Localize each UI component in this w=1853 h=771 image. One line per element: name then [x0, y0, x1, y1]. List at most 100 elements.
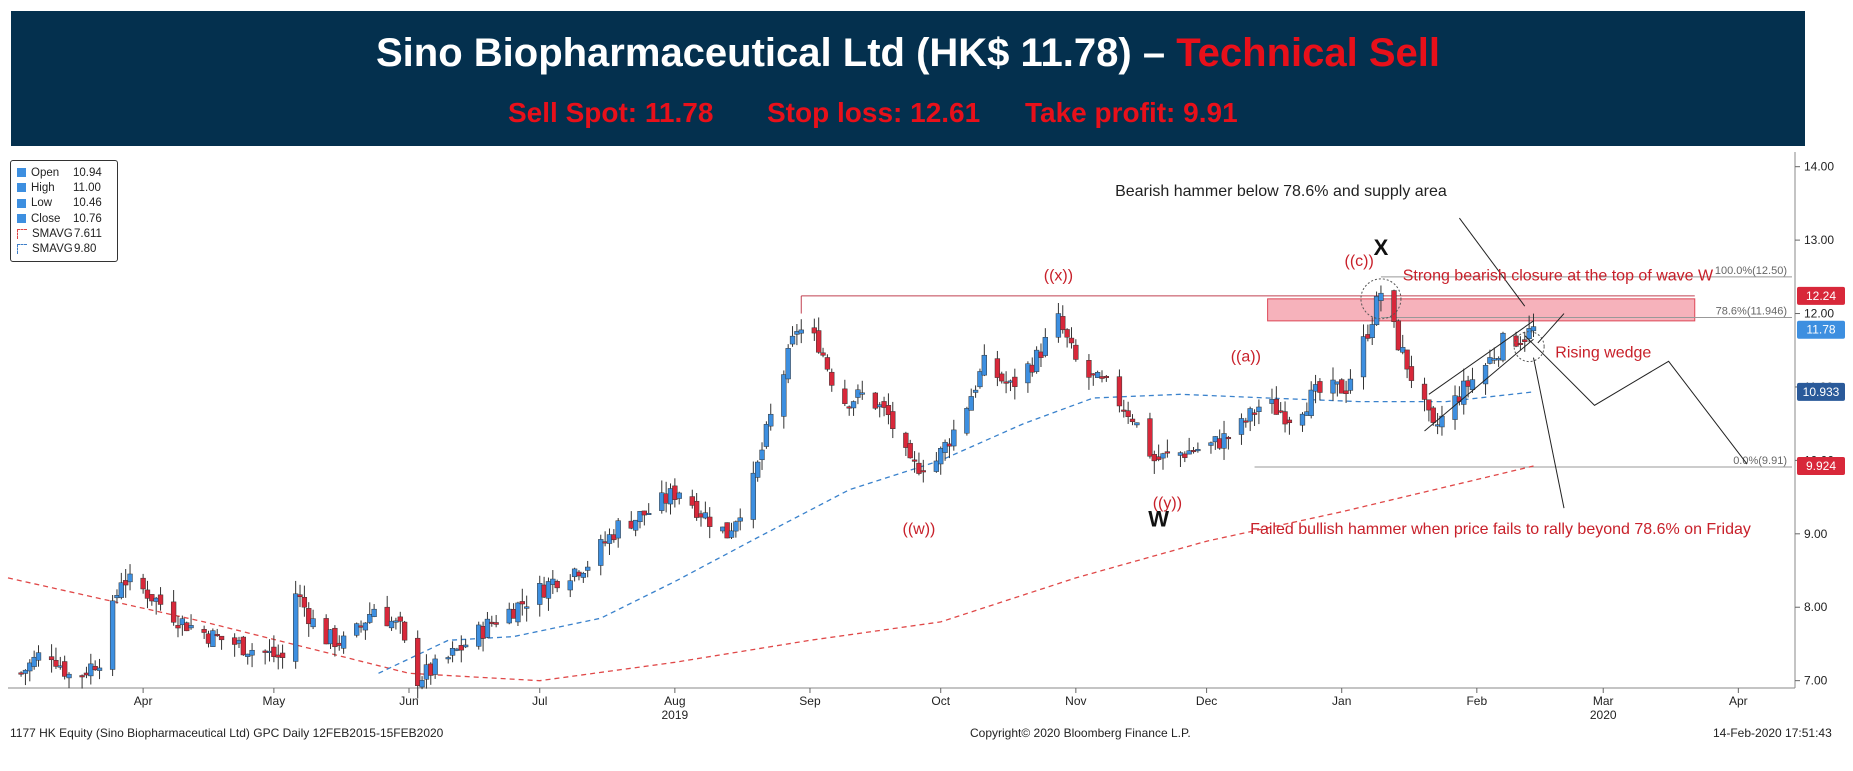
- candle-body: [423, 664, 430, 680]
- wave-label: X: [1374, 235, 1389, 260]
- candle-body: [850, 401, 857, 409]
- candle-body: [210, 630, 216, 647]
- candle-body: [1299, 413, 1306, 426]
- candle-body: [1469, 379, 1476, 390]
- price-tag-label: 11.78: [1806, 323, 1835, 337]
- candle-body: [1330, 379, 1336, 394]
- wave-label: W: [1148, 506, 1169, 531]
- candle-body: [977, 371, 983, 388]
- legend-row-open: Open 10.94: [17, 165, 117, 180]
- candle-body: [66, 673, 72, 679]
- candle-body: [689, 496, 695, 506]
- candle-body: [123, 580, 129, 586]
- x-tick-label: Jan: [1332, 694, 1351, 708]
- candle-body: [401, 621, 408, 641]
- candle-body: [1090, 373, 1096, 376]
- take-profit-text: Take profit: 9.91: [1025, 97, 1238, 128]
- candle-body: [1373, 296, 1380, 326]
- chart-legend: Open 10.94 High 11.00 Low 10.46 Close 10.76 …: [10, 160, 118, 262]
- candle-body: [755, 461, 761, 478]
- wave-label: ((a)): [1231, 348, 1261, 365]
- candle-body: [541, 584, 547, 598]
- candle-body: [1217, 438, 1223, 449]
- candle-body: [1025, 363, 1031, 384]
- candle-body: [1086, 360, 1092, 378]
- candle-body: [22, 669, 29, 674]
- candle-body: [972, 389, 979, 393]
- candle-body: [789, 335, 796, 345]
- candle-body: [62, 661, 68, 677]
- candle-body: [506, 608, 512, 624]
- x-tick-label: Jun: [399, 694, 418, 708]
- page-title: Sino Biopharmaceutical Ltd (HK$ 11.78) –…: [11, 31, 1805, 76]
- candle-body: [855, 389, 861, 398]
- candle-body: [667, 488, 674, 505]
- candle-body: [249, 649, 255, 656]
- footer-security: 1177 HK Equity (Sino Biopharmaceutical L…: [10, 726, 444, 740]
- candle-body: [245, 653, 251, 657]
- fib-label: 100.0%(12.50): [1715, 265, 1787, 277]
- candle-body: [371, 608, 377, 617]
- candle-body: [266, 650, 273, 653]
- candle-body: [332, 627, 338, 648]
- candle-body: [567, 580, 573, 591]
- candle-body: [554, 581, 560, 589]
- legend-row-low: Low 10.46: [17, 196, 117, 211]
- candle-body: [816, 330, 822, 353]
- candle-body: [1269, 399, 1275, 404]
- candle-body: [885, 405, 892, 416]
- candle-body: [951, 429, 957, 447]
- legend-name: Open: [31, 166, 60, 179]
- candle-body: [48, 656, 55, 661]
- candle-body: [388, 620, 395, 629]
- candle-body: [1125, 410, 1131, 418]
- price-tag-label: 12.24: [1806, 289, 1836, 303]
- chart-annotation: Bearish hammer below 78.6% and supply ar…: [1115, 183, 1447, 200]
- candle-body: [214, 634, 220, 637]
- legend-value: 7.611: [74, 227, 102, 240]
- candle-body: [964, 408, 970, 434]
- candle-body: [1094, 372, 1101, 378]
- candle-body: [114, 595, 120, 599]
- candle-body: [170, 601, 177, 623]
- pointer-failed-hammer: [1532, 357, 1565, 509]
- wave-label: ((c)): [1344, 253, 1373, 270]
- candle-body: [1304, 411, 1310, 416]
- candle-body: [415, 637, 421, 686]
- candle-body: [693, 500, 700, 518]
- candle-body: [737, 517, 743, 522]
- candle-body: [1195, 449, 1201, 452]
- candle-body: [606, 534, 613, 544]
- candle-body: [763, 424, 770, 447]
- candle-body: [140, 577, 146, 590]
- candle-body: [510, 608, 517, 619]
- candle-body: [327, 629, 334, 645]
- candle-body: [1251, 412, 1258, 415]
- candle-body: [1434, 424, 1441, 427]
- candle-body: [1160, 453, 1166, 459]
- candle-body: [907, 443, 913, 459]
- candle-body: [524, 606, 530, 609]
- hammer-highlight: [1513, 331, 1545, 363]
- candle-body: [999, 373, 1005, 382]
- candle-body: [293, 593, 299, 662]
- wave-label: ((x)): [1044, 267, 1073, 284]
- candle-body: [118, 582, 124, 598]
- legend-name: SMAVG: [32, 227, 73, 240]
- candle-body: [480, 626, 486, 639]
- candle-body: [1365, 334, 1371, 339]
- x-tick-label: Sep: [799, 694, 821, 708]
- candle-body: [323, 618, 329, 645]
- candle-body: [1530, 326, 1537, 332]
- candle-body: [489, 621, 495, 624]
- candle-body: [297, 594, 303, 598]
- candle-body: [1256, 406, 1262, 412]
- candle-body: [728, 530, 735, 538]
- candle-body: [271, 646, 277, 657]
- candle-body: [750, 472, 756, 520]
- candle-body: [1012, 376, 1018, 387]
- x-year-label: 2020: [1590, 708, 1617, 722]
- candle-body: [1038, 351, 1044, 358]
- candle-body: [310, 618, 316, 628]
- candle-body: [144, 589, 151, 599]
